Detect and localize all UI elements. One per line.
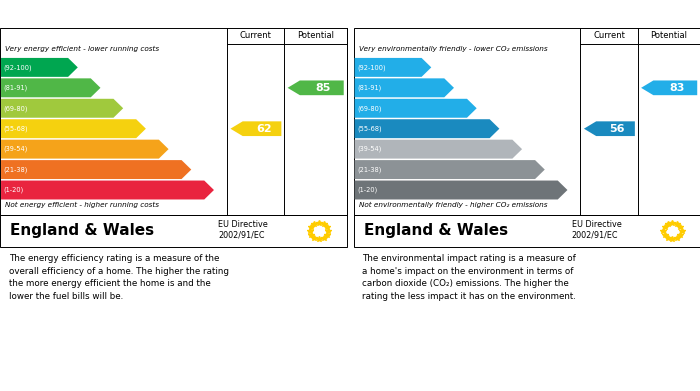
Polygon shape: [1, 78, 101, 97]
Polygon shape: [354, 78, 454, 97]
Text: C: C: [477, 102, 486, 115]
Text: EU Directive
2002/91/EC: EU Directive 2002/91/EC: [218, 220, 268, 239]
Text: B: B: [455, 81, 463, 94]
Text: E: E: [169, 143, 177, 156]
Text: G: G: [568, 183, 578, 197]
Polygon shape: [1, 140, 169, 159]
Text: B: B: [102, 81, 110, 94]
Text: (1-20): (1-20): [357, 187, 377, 193]
Text: The environmental impact rating is a measure of
a home's impact on the environme: The environmental impact rating is a mea…: [362, 254, 576, 301]
Text: D: D: [146, 122, 156, 135]
Text: A: A: [78, 61, 88, 74]
Polygon shape: [354, 181, 568, 199]
Text: (39-54): (39-54): [357, 146, 382, 152]
Text: (21-38): (21-38): [4, 166, 28, 173]
Text: (55-68): (55-68): [357, 126, 382, 132]
Polygon shape: [1, 160, 191, 179]
Text: Not environmentally friendly - higher CO₂ emissions: Not environmentally friendly - higher CO…: [358, 202, 547, 208]
Polygon shape: [1, 58, 78, 77]
Text: (69-80): (69-80): [4, 105, 28, 111]
Polygon shape: [354, 160, 545, 179]
Text: 62: 62: [256, 124, 272, 134]
Text: Potential: Potential: [297, 31, 334, 40]
Polygon shape: [1, 181, 214, 199]
Polygon shape: [584, 121, 635, 136]
Text: (92-100): (92-100): [357, 64, 386, 71]
Text: (21-38): (21-38): [357, 166, 382, 173]
Polygon shape: [1, 119, 146, 138]
Polygon shape: [354, 140, 522, 159]
Polygon shape: [354, 119, 499, 138]
Text: (69-80): (69-80): [357, 105, 382, 111]
Polygon shape: [1, 99, 123, 118]
Text: F: F: [545, 163, 554, 176]
Text: Potential: Potential: [650, 31, 687, 40]
Text: E: E: [523, 143, 531, 156]
Text: Not energy efficient - higher running costs: Not energy efficient - higher running co…: [5, 202, 159, 208]
Text: The energy efficiency rating is a measure of the
overall efficiency of a home. T: The energy efficiency rating is a measur…: [8, 254, 229, 301]
Text: G: G: [215, 183, 225, 197]
Polygon shape: [230, 121, 281, 136]
Text: (1-20): (1-20): [4, 187, 24, 193]
Text: Environmental Impact (CO₂) Rating: Environmental Impact (CO₂) Rating: [364, 7, 626, 20]
Text: (81-91): (81-91): [4, 84, 28, 91]
Text: 85: 85: [316, 83, 331, 93]
Text: 83: 83: [669, 83, 685, 93]
Polygon shape: [354, 58, 431, 77]
Text: England & Wales: England & Wales: [364, 224, 508, 239]
Text: 56: 56: [610, 124, 625, 134]
Text: Current: Current: [593, 31, 625, 40]
Text: A: A: [432, 61, 441, 74]
Text: (92-100): (92-100): [4, 64, 32, 71]
Text: D: D: [500, 122, 510, 135]
Polygon shape: [354, 99, 477, 118]
Text: EU Directive
2002/91/EC: EU Directive 2002/91/EC: [572, 220, 622, 239]
Text: (55-68): (55-68): [4, 126, 28, 132]
Polygon shape: [641, 81, 697, 95]
Text: Very environmentally friendly - lower CO₂ emissions: Very environmentally friendly - lower CO…: [358, 45, 547, 52]
Text: F: F: [192, 163, 200, 176]
Text: England & Wales: England & Wales: [10, 224, 155, 239]
Text: Very energy efficient - lower running costs: Very energy efficient - lower running co…: [5, 45, 160, 52]
Text: (39-54): (39-54): [4, 146, 28, 152]
Polygon shape: [288, 81, 344, 95]
Text: C: C: [124, 102, 132, 115]
Text: Energy Efficiency Rating: Energy Efficiency Rating: [10, 7, 194, 20]
Text: Current: Current: [239, 31, 272, 40]
Text: (81-91): (81-91): [357, 84, 382, 91]
